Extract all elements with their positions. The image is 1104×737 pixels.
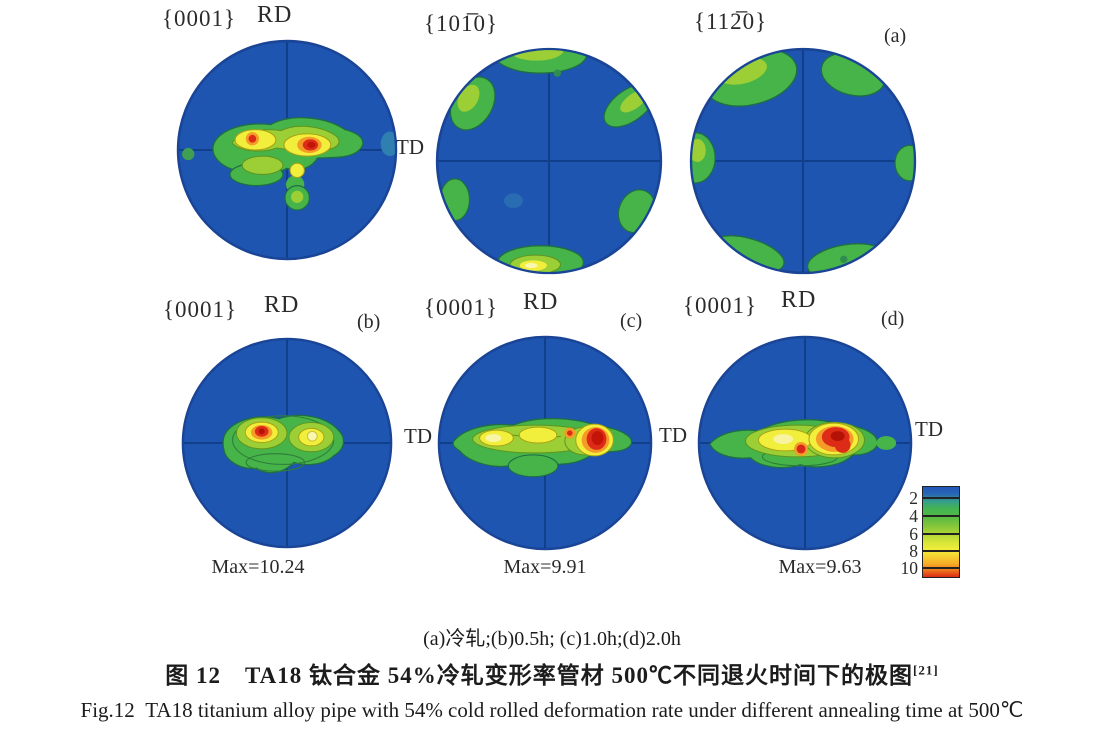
panel-letter-b: (b) (357, 311, 381, 333)
pole-figure-a-1010 (435, 47, 663, 275)
td-axis-label-b: TD (404, 424, 432, 448)
panel-letter-a: (a) (884, 25, 907, 47)
miller-index-label-a1: {0001} (162, 6, 237, 31)
max-intensity-label-b: Max=10.24 (211, 556, 305, 578)
pole-figure-d-0001 (697, 335, 913, 551)
intensity-colorbar (922, 486, 960, 578)
figure-caption-english: Fig.12 TA18 titanium alloy pipe with 54%… (80, 698, 1024, 722)
figure-caption-chinese: 图 12 TA18 钛合金 54%冷轧变形率管材 500℃不同退火时间下的极图[… (0, 656, 1104, 690)
intensity-blobs (183, 339, 391, 547)
colorbar-tickline (922, 497, 960, 499)
pole-figure-a-1120 (689, 47, 917, 275)
intensity-blobs (179, 42, 395, 258)
colorbar-tickline (922, 515, 960, 517)
pole-figure-a-0001 (176, 39, 398, 261)
figure-caption-reference: [21] (913, 662, 939, 678)
td-axis-label-a1: TD (396, 135, 424, 159)
colorbar-tick-4: 4 (909, 506, 918, 526)
miller-index-label-b: {0001} (163, 297, 238, 322)
colorbar-tick-10: 10 (900, 558, 919, 578)
figure-caption-chinese-text: 图 12 TA18 钛合金 54%冷轧变形率管材 500℃不同退火时间下的极图 (165, 663, 914, 688)
intensity-blobs (699, 337, 911, 549)
miller-index-label-a2: {101̅0} (424, 11, 499, 36)
intensity-blobs (439, 337, 651, 549)
td-axis-label-d: TD (915, 417, 943, 441)
rd-axis-label-b: RD (264, 292, 300, 318)
rd-axis-label-c: RD (523, 289, 559, 315)
miller-index-label-c: {0001} (424, 295, 499, 320)
td-axis-label-c: TD (659, 423, 687, 447)
panel-letter-c: (c) (620, 310, 643, 332)
pole-figure-c-0001 (437, 335, 653, 551)
intensity-blobs (692, 50, 914, 272)
pole-figure-b-0001 (181, 337, 393, 549)
miller-index-label-a3: {112̅0} (694, 9, 768, 34)
subfigure-caption: (a)冷轧;(b)0.5h; (c)1.0h;(d)2.0h (423, 628, 681, 650)
colorbar-tickline (922, 550, 960, 552)
colorbar-tickline (922, 533, 960, 535)
colorbar-tick-2: 2 (909, 488, 918, 508)
max-intensity-label-d: Max=9.63 (778, 556, 862, 578)
colorbar-tick-6: 6 (909, 524, 918, 544)
colorbar-tick-8: 8 (909, 541, 918, 561)
panel-letter-d: (d) (881, 308, 905, 330)
rd-axis-label-d: RD (781, 287, 817, 313)
rd-axis-label-a1: RD (257, 2, 293, 28)
colorbar-tickline (922, 567, 960, 569)
miller-index-label-d: {0001} (683, 293, 758, 318)
max-intensity-label-c: Max=9.91 (503, 556, 587, 578)
